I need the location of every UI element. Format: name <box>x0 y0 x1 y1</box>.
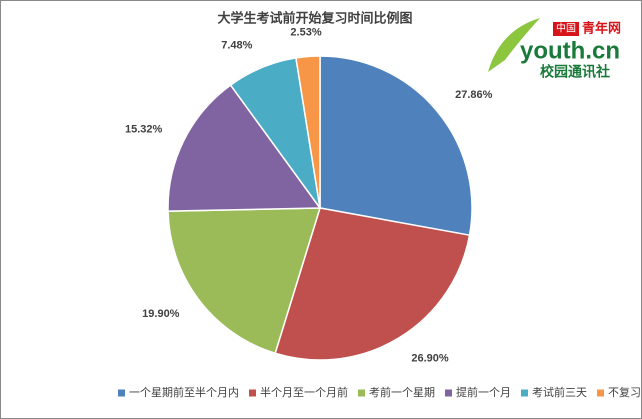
logo-name: 青年网 <box>582 20 621 35</box>
legend-swatch <box>521 389 528 397</box>
pie-slice <box>167 84 322 212</box>
legend-swatch <box>445 389 452 397</box>
data-label: 15.32% <box>125 124 163 136</box>
pie-slice <box>295 55 321 209</box>
data-label: 26.90% <box>411 352 449 364</box>
legend-swatch <box>597 389 604 397</box>
pie-slice <box>167 207 322 355</box>
legend-label: 不复习 <box>608 385 641 399</box>
logo-box <box>553 22 579 36</box>
pie-slice <box>274 207 471 361</box>
data-label: 2.53% <box>290 26 321 38</box>
logo: 中国 青年网 youth.cn 校园通讯社 <box>488 18 621 80</box>
legend-label: 考试前三天 <box>532 385 587 399</box>
logo-brand: 中国 <box>556 22 576 35</box>
logo-subtitle: 校园通讯社 <box>540 64 610 80</box>
legend-label: 提前一个月 <box>456 385 511 399</box>
legend-label: 半个月至一个月前 <box>260 385 348 399</box>
legend-swatch <box>118 389 125 397</box>
logo-leaf <box>488 18 540 72</box>
logo-domain: youth.cn <box>520 37 620 64</box>
legend-swatch <box>358 389 365 397</box>
chart-title: 大学生考试前开始复习时间比例图 <box>217 10 412 25</box>
pie-slice <box>319 55 473 237</box>
legend-label: 考前一个星期 <box>369 385 435 399</box>
legend-swatch <box>249 389 256 397</box>
data-label: 7.48% <box>221 39 252 51</box>
data-label: 27.86% <box>455 89 493 101</box>
legend-label: 一个星期前至半个月内 <box>129 385 239 399</box>
data-label: 19.90% <box>142 308 180 320</box>
